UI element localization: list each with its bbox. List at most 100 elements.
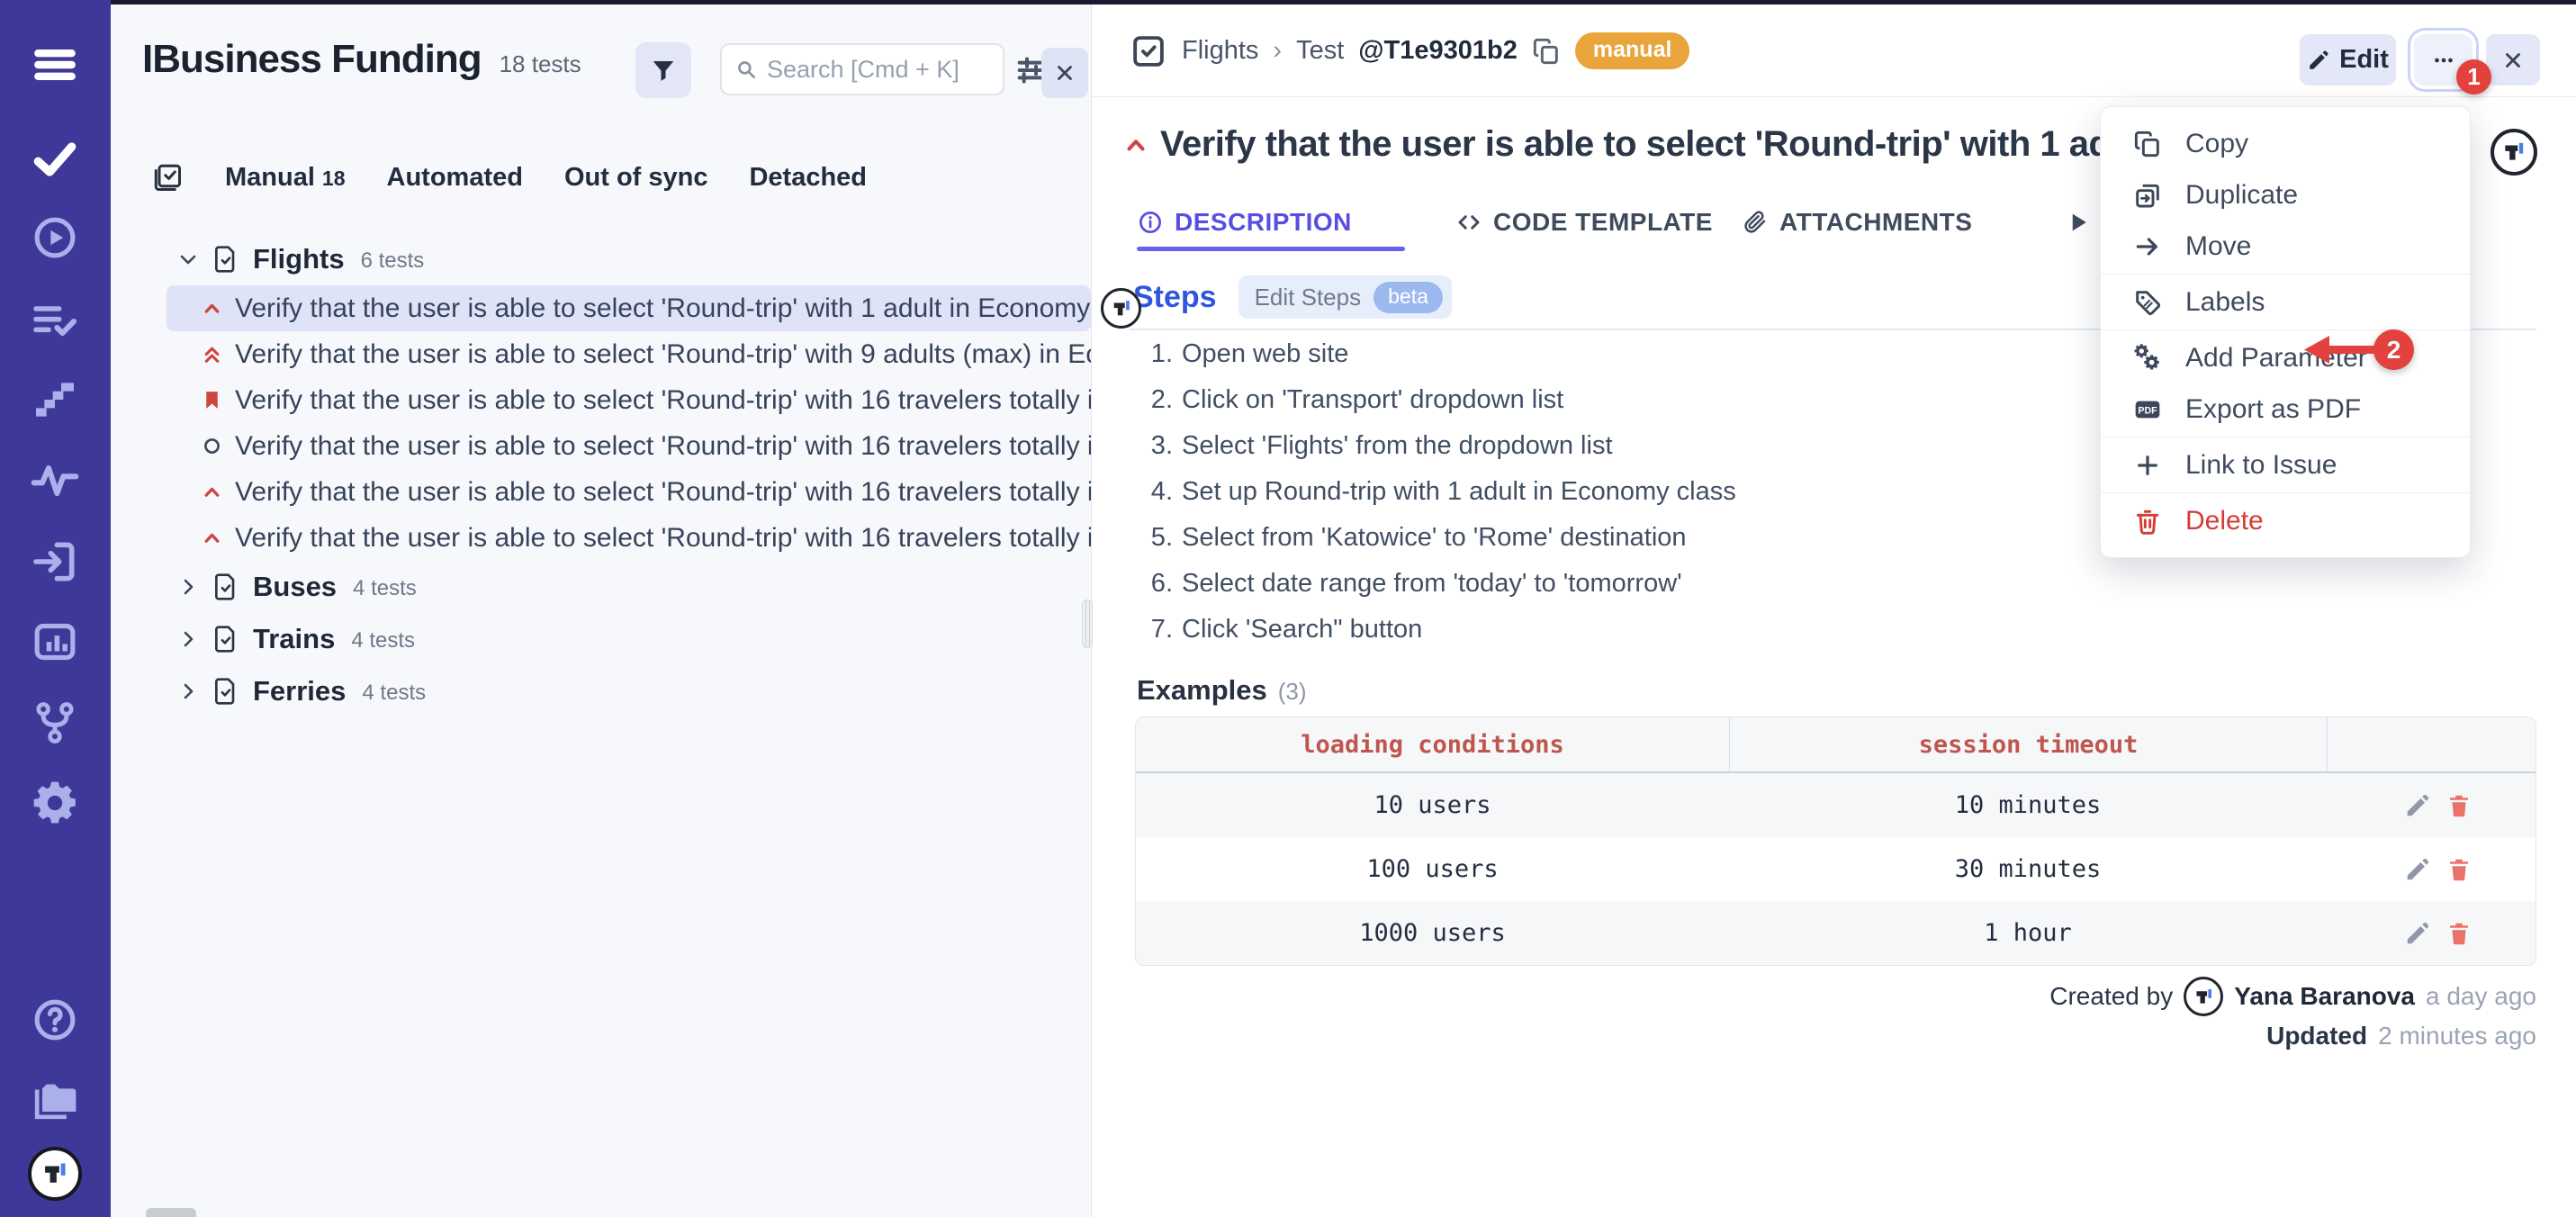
menu-item-add-parameter[interactable]: Add Parameter [2101, 332, 2470, 383]
menu-divider [2101, 274, 2470, 275]
tab-automated[interactable]: Automated [386, 162, 523, 192]
plans-nav-icon[interactable] [30, 296, 80, 347]
funnel-icon [653, 61, 674, 81]
test-check-icon [1130, 32, 1167, 70]
breadcrumb-folder[interactable]: Flights [1182, 36, 1259, 65]
tag-icon [2136, 290, 2161, 315]
gears-icon [2133, 344, 2162, 373]
test-title: Verify that the user is able to select '… [1160, 124, 2112, 164]
tab-manual[interactable]: Manual 18 [225, 162, 346, 192]
row-edit-icon[interactable] [2404, 792, 2431, 819]
menu-item-export-pdf[interactable]: PDF Export as PDF [2101, 383, 2470, 435]
test-filter-tabs: Manual 18 Automated Out of sync Detached [151, 154, 867, 201]
projects-folder-icon[interactable] [30, 1074, 80, 1124]
menu-item-copy[interactable]: Copy [2101, 118, 2470, 169]
row-edit-icon[interactable] [2404, 920, 2431, 947]
tree-test-row[interactable]: Verify that the user is able to select '… [167, 515, 1091, 561]
priority-high-icon [201, 481, 223, 503]
step-item: Select 'Flights' from the dropdown list [1182, 431, 1613, 460]
filter-button[interactable] [635, 42, 691, 98]
chevron-down-icon [177, 248, 199, 270]
window-top-edge [0, 0, 2576, 5]
tree-test-row[interactable]: Verify that the user is able to select '… [167, 423, 1091, 469]
tree-test-row[interactable]: Verify that the user is able to select '… [167, 331, 1091, 377]
analytics-pulse-icon[interactable] [30, 455, 80, 506]
panel-resize-handle[interactable] [1082, 599, 1093, 648]
step-item: Select date range from 'today' to 'tomor… [1182, 569, 1682, 598]
tab-code-template[interactable]: CODE TEMPLATE [1455, 197, 1713, 248]
priority-normal-icon [201, 435, 223, 457]
examples-heading: Examples [1137, 674, 1267, 706]
tab-attachments[interactable]: ATTACHMENTS [1742, 197, 1972, 248]
tree-test-row[interactable]: Verify that the user is able to select '… [167, 285, 1141, 331]
close-icon [2506, 52, 2520, 68]
edit-button[interactable]: Edit [2300, 34, 2396, 86]
row-edit-icon[interactable] [2404, 856, 2431, 883]
column-header: session timeout [1729, 717, 2327, 771]
menu-item-move[interactable]: Move [2101, 221, 2470, 272]
runs-nav-icon[interactable] [30, 212, 80, 263]
step-item: Select from 'Katowice' to 'Rome' destina… [1182, 523, 1687, 552]
project-tests-count: 18 tests [499, 50, 581, 77]
assignee-avatar [1101, 288, 1141, 329]
created-by-label: Created by [2049, 982, 2174, 1010]
tree-test-row[interactable]: Verify that the user is able to select '… [167, 469, 1091, 515]
horizontal-scrollbar-thumb[interactable] [146, 1208, 196, 1217]
row-delete-icon[interactable] [2445, 856, 2472, 883]
meta-info: Created by Yana Baranova a day ago Updat… [2049, 977, 2536, 1056]
tab-description[interactable]: DESCRIPTION [1137, 197, 1352, 248]
menu-item-link-to-issue[interactable]: Link to Issue [2101, 439, 2470, 491]
menu-item-delete[interactable]: Delete [2101, 495, 2470, 546]
test-id: @T1e9301b2 [1358, 36, 1518, 65]
milestones-stairs-icon[interactable] [30, 374, 80, 425]
priority-highest-icon [201, 343, 223, 365]
help-icon[interactable] [30, 995, 80, 1045]
plus-icon [2138, 455, 2157, 475]
row-delete-icon[interactable] [2445, 920, 2472, 947]
priority-important-icon [201, 389, 223, 411]
tree-group-flights[interactable]: Flights 6 tests [111, 233, 1091, 285]
group-name: Buses [253, 571, 338, 602]
suite-file-icon [212, 625, 240, 654]
suite-file-icon [212, 677, 240, 706]
settings-gear-icon[interactable] [30, 778, 80, 828]
info-icon [1139, 212, 1161, 233]
menu-divider [2101, 492, 2470, 493]
branches-git-icon[interactable] [30, 698, 80, 748]
tree-group-trains[interactable]: Trains 4 tests [111, 613, 1091, 665]
beta-badge: beta [1374, 281, 1443, 313]
menu-icon[interactable] [30, 40, 80, 90]
menu-item-duplicate[interactable]: Duplicate [2101, 169, 2470, 221]
detail-close-button[interactable] [2486, 34, 2540, 86]
bulk-select-icon[interactable] [151, 161, 184, 194]
tab-detached[interactable]: Detached [749, 162, 868, 192]
pdf-icon: PDF [2135, 401, 2160, 418]
user-avatar[interactable] [28, 1147, 82, 1201]
group-count: 4 tests [351, 628, 416, 653]
edit-steps-button[interactable]: Edit Steps beta [1238, 275, 1452, 319]
reports-chart-icon[interactable] [30, 617, 80, 667]
chevron-right-icon [177, 628, 199, 650]
panel-close-button[interactable] [1041, 48, 1088, 98]
menu-item-labels[interactable]: Labels [2101, 276, 2470, 328]
copy-id-icon[interactable] [1532, 37, 1561, 66]
menu-divider [2101, 329, 2470, 330]
cell-loading: 1000 users [1359, 919, 1506, 947]
search-input[interactable] [767, 55, 990, 84]
tree-test-row[interactable]: Verify that the user is able to select '… [167, 377, 1091, 423]
table-row: 10 users 10 minutes [1136, 773, 2535, 837]
search-box [720, 43, 1004, 95]
sliders-icon[interactable] [1013, 52, 1049, 88]
priority-high-icon [1122, 131, 1149, 158]
suite-file-icon [212, 572, 240, 601]
cell-timeout: 1 hour [1984, 919, 2072, 947]
row-delete-icon[interactable] [2445, 792, 2472, 819]
tests-nav-icon[interactable] [30, 134, 80, 185]
steps-divider [1130, 329, 2536, 330]
steps-heading: Steps [1133, 279, 1217, 314]
import-nav-icon[interactable] [30, 536, 80, 587]
step-item: Click on 'Transport' dropdown list [1182, 385, 1564, 414]
tree-group-ferries[interactable]: Ferries 4 tests [111, 665, 1091, 717]
tree-group-buses[interactable]: Buses 4 tests [111, 561, 1091, 613]
tab-out-of-sync[interactable]: Out of sync [563, 162, 708, 192]
